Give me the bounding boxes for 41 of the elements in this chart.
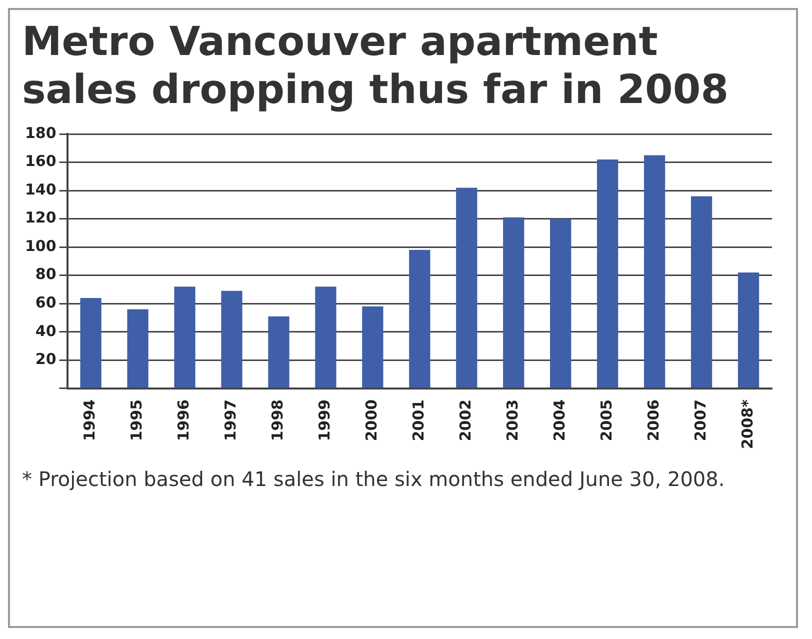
x-tick-label: 1997 [222,399,240,442]
x-tick-label: 2001 [410,399,428,442]
y-tick-label: 160 [25,152,56,170]
bar [362,306,384,388]
x-tick-label: 2008* [738,399,756,449]
x-tick-label: 1996 [174,399,193,442]
bar [597,159,618,388]
y-tick-label: 100 [25,236,56,255]
bar [644,155,666,388]
x-tick-label: 2004 [550,399,568,442]
bar [127,309,148,388]
y-tick-label: 80 [35,265,56,284]
x-tick-label: 1998 [268,399,287,442]
x-tick-label: 1994 [80,399,99,442]
x-tick-label: 2003 [504,399,522,442]
y-tick-label: 60 [35,293,56,312]
y-tick-label: 20 [35,350,56,368]
bar [80,298,102,388]
x-tick-label: 2007 [691,399,710,442]
bar [315,286,336,388]
y-tick-label: 180 [25,124,56,142]
x-tick-label: 1995 [128,399,146,442]
x-tick-label: 1999 [316,399,334,442]
x-tick-label: 2005 [597,399,616,442]
bar [503,217,524,388]
y-tick-label: 120 [25,208,56,227]
bar [550,218,572,388]
x-tick-label: 2000 [362,399,381,442]
y-tick-label: 140 [25,180,56,198]
chart-title: Metro Vancouver apartment sales dropping thus far in 2008 [22,18,730,114]
bar [174,286,196,388]
bar [221,290,242,388]
bar [456,188,478,388]
y-tick-label: 40 [35,322,56,340]
x-tick-label: 2006 [644,399,662,442]
bar [409,250,430,388]
bar [268,316,290,388]
x-tick-label: 2002 [456,399,475,442]
bar [738,272,760,388]
bar [690,196,712,388]
text: * Projection based on 41 sales in the six months ended June 30, 2008. [22,466,726,493]
